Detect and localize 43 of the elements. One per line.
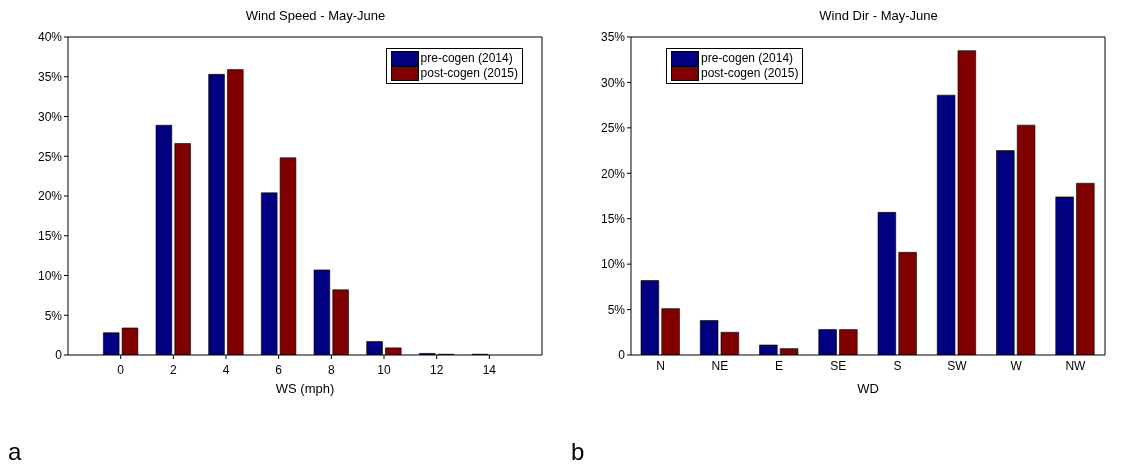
y-tick-label: 0 bbox=[618, 348, 626, 363]
x-tick-label: 0 bbox=[117, 362, 125, 377]
x-tick-label: N bbox=[656, 358, 665, 373]
x-tick-label: 12 bbox=[429, 362, 444, 377]
y-tick-label: 20% bbox=[37, 189, 63, 204]
legend-label: post-cogen (2015) bbox=[701, 66, 799, 81]
x-tick-label: SW bbox=[947, 358, 968, 373]
y-tick-label: 5% bbox=[607, 302, 626, 317]
x-axis-title: WD bbox=[857, 381, 879, 396]
x-tick-label: NE bbox=[711, 358, 729, 373]
y-tick-label: 35% bbox=[600, 30, 626, 45]
chart-title: Wind Dir - May-June bbox=[818, 8, 939, 25]
x-tick-label: S bbox=[893, 358, 902, 373]
x-tick-label: 10 bbox=[377, 362, 391, 377]
x-tick-label: 14 bbox=[482, 362, 497, 377]
y-tick-label: 30% bbox=[600, 75, 626, 90]
y-tick-label: 20% bbox=[600, 166, 626, 181]
x-tick-label: 2 bbox=[169, 362, 177, 377]
x-tick-label: E bbox=[775, 358, 784, 373]
y-tick-label: 25% bbox=[600, 121, 626, 136]
y-tick-label: 10% bbox=[600, 257, 626, 272]
x-tick-label: W bbox=[1010, 358, 1023, 373]
text: a bbox=[8, 438, 22, 465]
legend-label: pre-cogen (2014) bbox=[701, 51, 794, 66]
legend-label: pre-cogen (2014) bbox=[420, 51, 513, 66]
y-tick-label: 30% bbox=[37, 109, 63, 124]
y-tick-label: 10% bbox=[37, 268, 63, 283]
x-tick-label: 4 bbox=[222, 362, 230, 377]
y-tick-label: 35% bbox=[37, 70, 63, 85]
x-tick-label: 6 bbox=[275, 362, 283, 377]
chart-title: Wind Speed - May-June bbox=[244, 8, 387, 25]
y-tick-label: 0 bbox=[55, 348, 63, 363]
x-tick-label: NW bbox=[1065, 358, 1087, 373]
y-tick-label: 40% bbox=[37, 30, 63, 45]
x-tick-label: 8 bbox=[327, 362, 335, 377]
y-tick-label: 5% bbox=[44, 308, 63, 323]
y-tick-label: 15% bbox=[600, 211, 626, 226]
y-tick-label: 15% bbox=[37, 229, 63, 244]
x-axis-title: WS (mph) bbox=[275, 381, 335, 396]
text: b bbox=[571, 438, 585, 465]
legend-label: post-cogen (2015) bbox=[420, 66, 518, 81]
y-tick-label: 25% bbox=[37, 149, 63, 164]
x-tick-label: SE bbox=[830, 358, 847, 373]
